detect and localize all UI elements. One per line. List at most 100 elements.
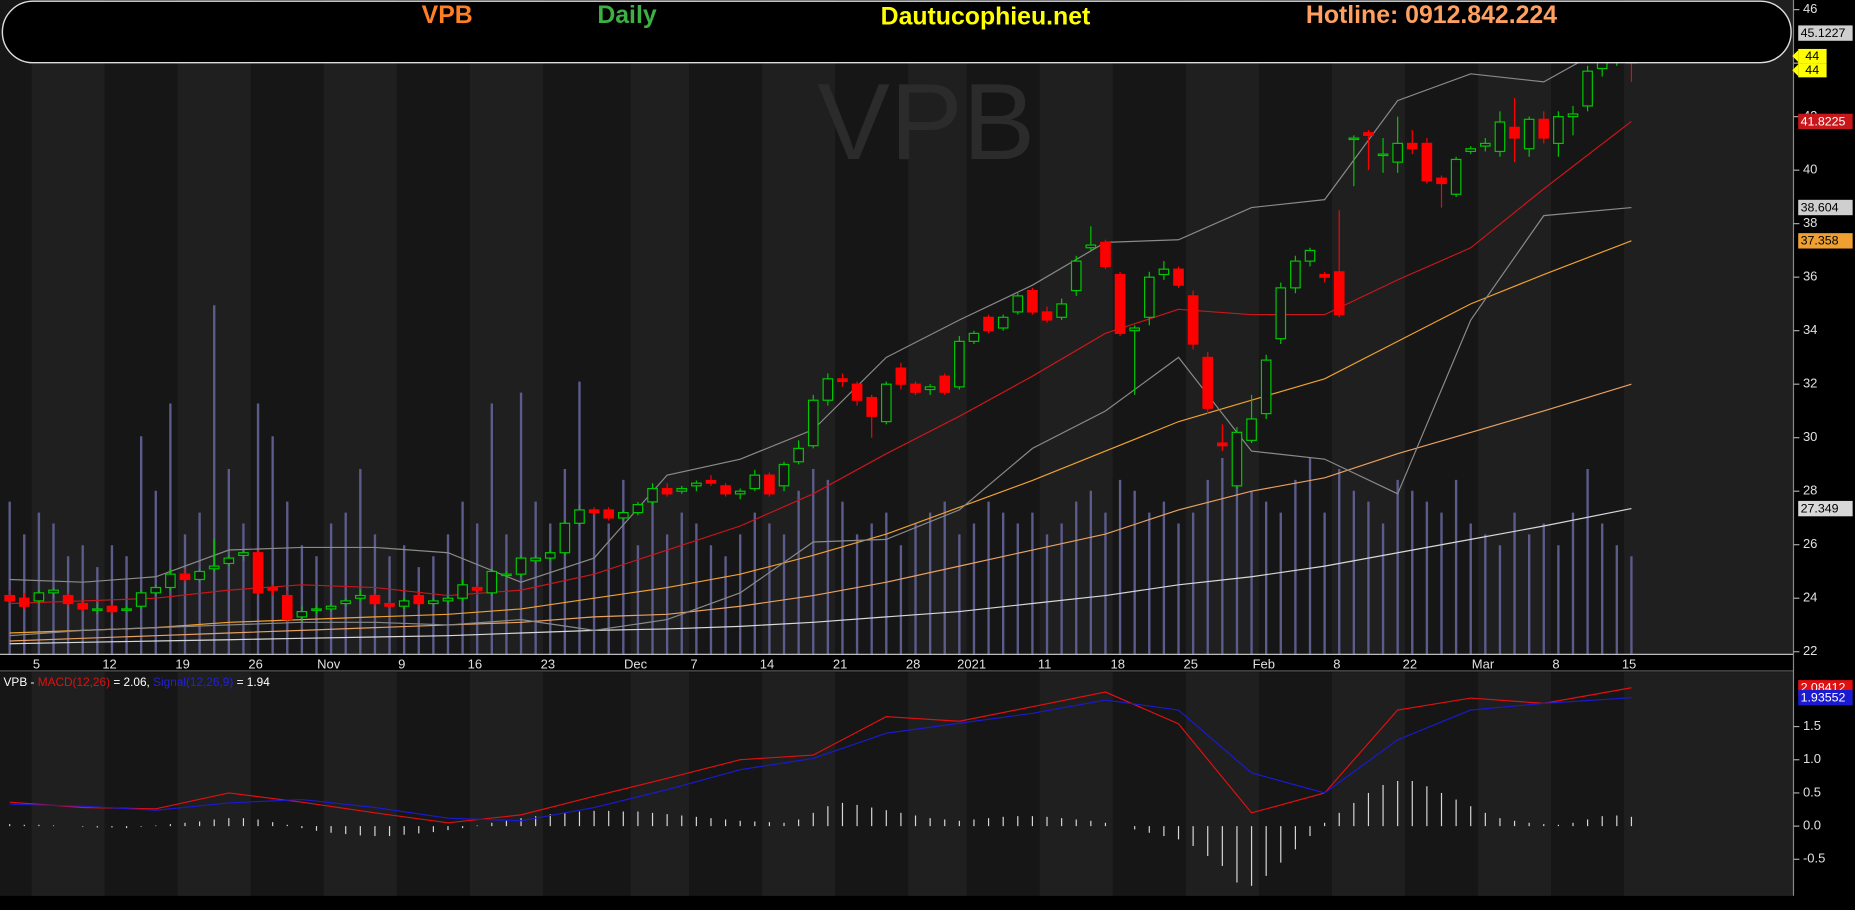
last-price-label: 44 (1805, 49, 1819, 63)
candle-body (296, 610, 308, 618)
candle-body (33, 592, 45, 602)
candle-body (1436, 177, 1447, 185)
candle-body (457, 584, 468, 599)
candle-body (1027, 289, 1038, 313)
candle-body (1275, 287, 1287, 340)
stripe (630, 0, 690, 655)
candle-body (676, 487, 688, 492)
candle-body (325, 605, 337, 610)
candle-body (194, 570, 205, 581)
end-label: 45.1227 (1801, 26, 1846, 40)
candle-body (398, 600, 410, 607)
candle-body (486, 570, 498, 594)
stripe (177, 672, 251, 896)
x-tick-label: Dec (624, 656, 648, 671)
stripe (31, 0, 105, 655)
candle-body (764, 474, 775, 495)
candle-body (530, 557, 541, 562)
candle-body (544, 552, 556, 559)
candle-body (1173, 268, 1184, 286)
y-tick-label: 46 (1803, 1, 1817, 16)
x-tick-label: Feb (1253, 656, 1275, 671)
candle-body (428, 600, 439, 605)
macd-legend: VPB - MACD(12,26) = 2.06, Signal(12,26,9… (4, 675, 271, 689)
x-tick-label: Nov (317, 656, 341, 671)
y-tick-label: 22 (1803, 643, 1817, 658)
y-tick-label: 34 (1803, 322, 1817, 337)
candle-body (720, 485, 731, 495)
x-tick-label: 28 (906, 656, 920, 671)
candle-body (1100, 241, 1111, 268)
candle-body (837, 378, 848, 383)
volume-layer (8, 305, 1633, 886)
stripe (1478, 672, 1552, 896)
candle-body (1333, 271, 1345, 316)
end-label-box (1798, 113, 1853, 130)
x-tick-label: 8 (1552, 656, 1559, 671)
series-line (9, 508, 1632, 645)
candle-body (442, 597, 454, 602)
candle-body (1041, 311, 1053, 321)
stripe (31, 672, 105, 896)
candle-body (1509, 126, 1520, 139)
candle-body (778, 463, 790, 487)
candle-body (4, 594, 15, 602)
ticker: VPB (422, 2, 473, 29)
candle-body (471, 586, 483, 591)
candle-body (369, 594, 381, 605)
candle-body (691, 482, 702, 487)
candle-body (1567, 113, 1579, 118)
candle-body (281, 594, 293, 621)
candle-body (18, 597, 30, 607)
stripe (762, 672, 836, 896)
y-tick-label: 0.5 (1803, 784, 1821, 799)
candle-body (1582, 70, 1593, 107)
candle-body (1523, 118, 1535, 150)
last-price-box (1798, 63, 1827, 78)
candle-body (895, 367, 907, 385)
x-tick-label: 22 (1403, 656, 1417, 671)
candle-body (501, 573, 512, 577)
candle-body (1319, 273, 1330, 278)
x-tick-label: 11 (1038, 656, 1051, 671)
end-label-box (1798, 689, 1853, 706)
candle-body (1114, 273, 1126, 334)
last-price-label: 44 (1805, 63, 1819, 77)
candle-body (983, 316, 994, 332)
series-line (9, 383, 1632, 642)
candle-body (150, 586, 162, 594)
y-tick-label: 28 (1803, 483, 1817, 498)
x-tick-label: 16 (468, 656, 482, 671)
candle-body (165, 573, 176, 589)
candle-body (559, 522, 571, 554)
candle-body (1392, 142, 1403, 163)
end-label: 37.358 (1801, 234, 1839, 248)
candle-body (1290, 260, 1301, 289)
candle-body (1553, 116, 1564, 144)
header-box (1, 0, 1792, 64)
x-tick-label: 5 (33, 656, 40, 671)
y-tick-label: 30 (1803, 429, 1817, 444)
y-tick-label: 1.5 (1803, 718, 1821, 733)
candle-body (924, 386, 936, 391)
candle-body (223, 557, 235, 565)
candle-body (939, 375, 951, 393)
series-line (9, 697, 1632, 822)
candle-body (705, 479, 717, 484)
candle-body (793, 447, 804, 463)
candle-body (1217, 442, 1228, 447)
candle-body (1538, 118, 1550, 139)
end-label: 38.604 (1801, 200, 1839, 214)
candle-body (1231, 431, 1243, 487)
end-label: 1.93552 (1801, 691, 1846, 705)
candle-body (997, 316, 1009, 329)
candle-body (588, 509, 600, 514)
candle-body (1377, 153, 1389, 157)
candle-body (311, 608, 322, 611)
x-tick-label: 14 (760, 656, 774, 671)
stripe (908, 672, 967, 896)
candle-body (515, 557, 527, 575)
period: Daily (597, 2, 657, 29)
x-tick-label: 26 (248, 656, 262, 671)
